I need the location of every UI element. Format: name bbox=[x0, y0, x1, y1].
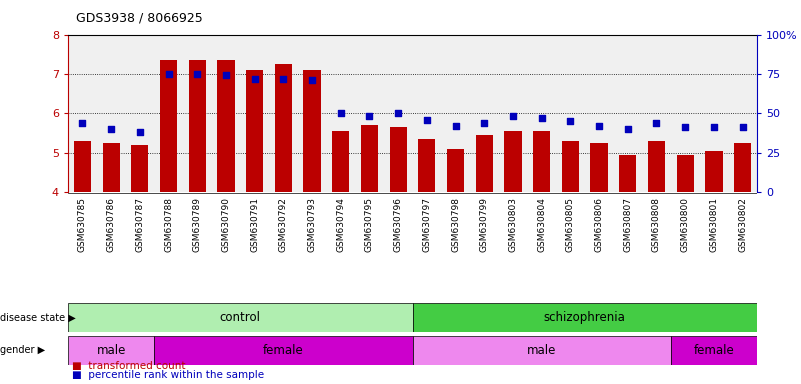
Text: control: control bbox=[219, 311, 261, 324]
Text: GSM630808: GSM630808 bbox=[652, 197, 661, 252]
Bar bbox=[154, 336, 413, 365]
Text: GSM630801: GSM630801 bbox=[710, 197, 718, 252]
Text: GSM630803: GSM630803 bbox=[509, 197, 517, 252]
Text: GSM630800: GSM630800 bbox=[681, 197, 690, 252]
Bar bbox=[68, 303, 413, 332]
Bar bbox=[505, 131, 521, 192]
Bar bbox=[677, 155, 694, 192]
Bar bbox=[246, 70, 264, 192]
Text: GSM630789: GSM630789 bbox=[193, 197, 202, 252]
Bar bbox=[217, 60, 235, 192]
Text: ■  transformed count: ■ transformed count bbox=[72, 361, 186, 371]
Text: male: male bbox=[96, 344, 126, 357]
Point bbox=[76, 120, 89, 126]
Point bbox=[593, 123, 606, 129]
Text: GSM630806: GSM630806 bbox=[594, 197, 604, 252]
Text: GDS3938 / 8066925: GDS3938 / 8066925 bbox=[76, 12, 203, 25]
Text: GSM630785: GSM630785 bbox=[78, 197, 87, 252]
Point bbox=[277, 76, 290, 82]
Point bbox=[219, 73, 232, 79]
Text: GSM630794: GSM630794 bbox=[336, 197, 345, 252]
Text: GSM630790: GSM630790 bbox=[221, 197, 231, 252]
Bar bbox=[275, 64, 292, 192]
Text: GSM630788: GSM630788 bbox=[164, 197, 173, 252]
Bar bbox=[562, 141, 579, 192]
Text: GSM630802: GSM630802 bbox=[738, 197, 747, 252]
Point bbox=[736, 124, 749, 131]
Bar bbox=[413, 303, 757, 332]
Point bbox=[564, 118, 577, 124]
Bar bbox=[360, 125, 378, 192]
Text: gender ▶: gender ▶ bbox=[0, 345, 45, 356]
Bar bbox=[332, 131, 349, 192]
Text: GSM630796: GSM630796 bbox=[393, 197, 403, 252]
Text: GSM630787: GSM630787 bbox=[135, 197, 144, 252]
Text: disease state ▶: disease state ▶ bbox=[0, 313, 76, 323]
Point bbox=[678, 124, 691, 131]
Point bbox=[622, 126, 634, 132]
Point bbox=[650, 120, 663, 126]
Point bbox=[707, 124, 720, 131]
Text: GSM630791: GSM630791 bbox=[250, 197, 260, 252]
Point bbox=[363, 113, 376, 119]
Bar bbox=[103, 143, 120, 192]
Text: schizophrenia: schizophrenia bbox=[544, 311, 626, 324]
Text: GSM630804: GSM630804 bbox=[537, 197, 546, 252]
Text: male: male bbox=[527, 344, 557, 357]
Text: GSM630793: GSM630793 bbox=[308, 197, 316, 252]
Text: GSM630792: GSM630792 bbox=[279, 197, 288, 252]
Point bbox=[162, 71, 175, 77]
Text: GSM630798: GSM630798 bbox=[451, 197, 460, 252]
Point bbox=[334, 110, 347, 116]
Bar bbox=[413, 336, 670, 365]
Text: female: female bbox=[694, 344, 735, 357]
Text: GSM630805: GSM630805 bbox=[566, 197, 575, 252]
Bar bbox=[590, 143, 608, 192]
Bar bbox=[68, 336, 154, 365]
Text: GSM630799: GSM630799 bbox=[480, 197, 489, 252]
Bar bbox=[533, 131, 550, 192]
Point bbox=[421, 116, 433, 122]
Point bbox=[535, 115, 548, 121]
Bar bbox=[160, 60, 177, 192]
Bar bbox=[131, 145, 148, 192]
Text: ■  percentile rank within the sample: ■ percentile rank within the sample bbox=[72, 370, 264, 380]
Text: GSM630786: GSM630786 bbox=[107, 197, 115, 252]
Bar bbox=[447, 149, 464, 192]
Bar bbox=[648, 141, 665, 192]
Point bbox=[449, 123, 462, 129]
Point bbox=[248, 76, 261, 82]
Bar bbox=[418, 139, 436, 192]
Point bbox=[306, 77, 319, 83]
Bar bbox=[734, 143, 751, 192]
Point bbox=[191, 71, 203, 77]
Point bbox=[134, 129, 147, 135]
Bar bbox=[619, 155, 636, 192]
Text: female: female bbox=[263, 344, 304, 357]
Point bbox=[478, 120, 491, 126]
Bar bbox=[476, 135, 493, 192]
Text: GSM630795: GSM630795 bbox=[365, 197, 374, 252]
Bar bbox=[389, 127, 407, 192]
Bar bbox=[670, 336, 757, 365]
Bar bbox=[189, 60, 206, 192]
Point bbox=[105, 126, 118, 132]
Bar bbox=[74, 141, 91, 192]
Bar bbox=[304, 70, 320, 192]
Text: GSM630807: GSM630807 bbox=[623, 197, 632, 252]
Point bbox=[392, 110, 405, 116]
Text: GSM630797: GSM630797 bbox=[422, 197, 432, 252]
Bar bbox=[705, 151, 723, 192]
Point bbox=[506, 113, 519, 119]
